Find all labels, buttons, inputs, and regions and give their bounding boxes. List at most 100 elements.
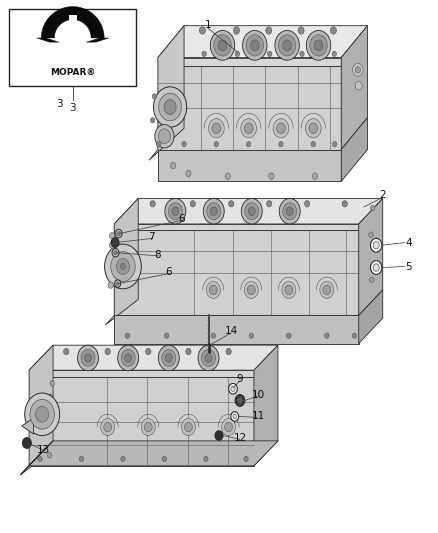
Circle shape: [243, 30, 267, 60]
Text: 1: 1: [205, 20, 212, 30]
Circle shape: [202, 51, 206, 56]
Circle shape: [355, 82, 362, 90]
Circle shape: [287, 333, 291, 338]
Circle shape: [304, 200, 310, 207]
Circle shape: [78, 345, 99, 370]
Circle shape: [35, 406, 49, 422]
Text: 8: 8: [155, 250, 161, 260]
Circle shape: [309, 123, 318, 134]
Circle shape: [330, 27, 336, 34]
Circle shape: [112, 248, 119, 257]
Circle shape: [117, 231, 120, 236]
Polygon shape: [114, 198, 383, 224]
Circle shape: [231, 411, 239, 421]
Circle shape: [204, 456, 208, 462]
Circle shape: [218, 40, 227, 51]
Circle shape: [101, 418, 115, 435]
Circle shape: [64, 349, 69, 355]
Circle shape: [244, 456, 248, 462]
Circle shape: [158, 129, 170, 144]
Polygon shape: [29, 377, 254, 466]
Circle shape: [209, 285, 217, 295]
Polygon shape: [359, 290, 383, 344]
Polygon shape: [158, 66, 341, 150]
Circle shape: [306, 30, 331, 60]
Circle shape: [110, 232, 115, 239]
Circle shape: [85, 354, 92, 362]
Circle shape: [222, 418, 236, 435]
Circle shape: [121, 350, 135, 367]
Circle shape: [22, 438, 31, 448]
Circle shape: [277, 123, 286, 134]
Circle shape: [118, 345, 139, 370]
Circle shape: [244, 123, 253, 134]
Circle shape: [210, 207, 217, 215]
Circle shape: [162, 456, 166, 462]
Circle shape: [225, 173, 230, 179]
Circle shape: [150, 118, 155, 123]
Circle shape: [314, 40, 323, 51]
Circle shape: [141, 418, 155, 435]
Circle shape: [153, 87, 187, 127]
Circle shape: [229, 383, 237, 394]
Circle shape: [186, 170, 191, 176]
Polygon shape: [158, 150, 341, 181]
Circle shape: [235, 394, 245, 406]
Text: 7: 7: [148, 232, 155, 243]
Circle shape: [211, 333, 215, 338]
Circle shape: [38, 456, 42, 462]
Circle shape: [332, 51, 336, 56]
Text: 12: 12: [233, 433, 247, 443]
Circle shape: [355, 67, 360, 73]
Circle shape: [352, 333, 357, 338]
Circle shape: [342, 200, 347, 207]
Text: MOPAR®: MOPAR®: [50, 68, 95, 77]
Circle shape: [229, 200, 234, 207]
Circle shape: [168, 203, 182, 220]
Circle shape: [212, 123, 221, 134]
Circle shape: [165, 354, 172, 362]
Circle shape: [371, 205, 375, 211]
Polygon shape: [29, 370, 254, 377]
Circle shape: [269, 173, 274, 179]
Circle shape: [105, 244, 141, 289]
Circle shape: [235, 51, 240, 56]
Text: 4: 4: [406, 238, 412, 247]
Polygon shape: [41, 6, 104, 38]
Circle shape: [205, 354, 212, 362]
Circle shape: [155, 125, 174, 148]
Circle shape: [201, 350, 215, 367]
Polygon shape: [86, 38, 109, 42]
Circle shape: [50, 381, 54, 386]
Circle shape: [79, 456, 84, 462]
FancyBboxPatch shape: [69, 15, 77, 41]
Circle shape: [165, 198, 186, 224]
Circle shape: [203, 198, 224, 224]
Circle shape: [115, 229, 122, 238]
Polygon shape: [114, 230, 359, 316]
Polygon shape: [29, 345, 278, 370]
Circle shape: [214, 35, 231, 56]
Polygon shape: [341, 26, 367, 150]
Circle shape: [371, 238, 382, 252]
Circle shape: [233, 414, 237, 418]
Circle shape: [125, 354, 132, 362]
Circle shape: [233, 27, 240, 34]
Circle shape: [214, 142, 219, 147]
Circle shape: [275, 30, 299, 60]
Circle shape: [266, 27, 272, 34]
Polygon shape: [29, 441, 278, 466]
Text: 3: 3: [69, 103, 76, 113]
Circle shape: [241, 119, 257, 138]
Circle shape: [371, 261, 382, 274]
Circle shape: [30, 399, 54, 429]
Circle shape: [245, 203, 259, 220]
Circle shape: [305, 119, 321, 138]
Circle shape: [208, 119, 224, 138]
Circle shape: [279, 142, 283, 147]
Circle shape: [311, 142, 315, 147]
Polygon shape: [20, 345, 53, 475]
Circle shape: [104, 422, 112, 432]
Text: 6: 6: [179, 214, 185, 224]
Circle shape: [115, 280, 121, 287]
